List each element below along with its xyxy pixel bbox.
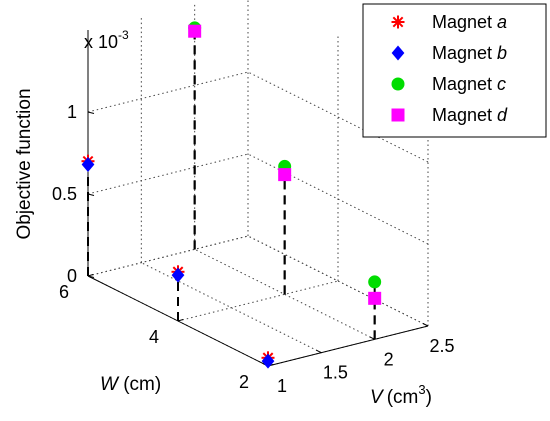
legend-marker-circle: [391, 77, 405, 91]
tick-labels: 1 1.5 2 2.5 2 4 60 0.5 1: [52, 102, 455, 396]
scale-label: x 10-3: [84, 28, 129, 52]
grid-line-backwall-z: [87, 153, 249, 195]
w-tick-label: 6: [59, 282, 69, 302]
legend-item: Magnet c: [391, 74, 506, 94]
legend-label: Magnet a: [432, 12, 507, 32]
grid-line-floor-v: [194, 248, 375, 340]
w-tick-label: 2: [239, 372, 249, 392]
z-axis-label: Objective function: [14, 88, 35, 239]
stems: [87, 27, 376, 366]
legend-label: Magnet c: [432, 74, 506, 94]
w-tick-label: 4: [149, 327, 159, 347]
grid-line-backwall-z: [87, 71, 249, 113]
marker-diamond: [171, 267, 185, 283]
grid-line-sidewall-z: [247, 71, 429, 163]
marker-square: [188, 24, 202, 38]
legend-item: Magnet b: [391, 43, 507, 63]
grid-line-sidewall-z: [247, 153, 429, 245]
w-axis-label: W (cm): [100, 374, 161, 395]
v-tick-label: 1.5: [323, 363, 348, 383]
grid-line-floor-w: [177, 280, 339, 322]
z-tick-label: 1: [67, 102, 77, 122]
markers: [81, 21, 382, 369]
legend-label: Magnet d: [432, 105, 508, 125]
v-axis-label: V (cm3): [370, 382, 432, 408]
marker-circle: [368, 275, 382, 289]
z-tick-mark: [87, 111, 95, 114]
legend-item: Magnet a: [391, 12, 507, 32]
v-tick-label: 1: [277, 376, 287, 396]
v-tick-mark: [316, 349, 322, 354]
v-tick-mark: [422, 323, 429, 327]
marker-square: [368, 291, 382, 305]
legend-marker-square: [391, 108, 405, 122]
grid-lines: [87, 0, 429, 367]
v-tick-label: 2.5: [429, 336, 454, 356]
grid-line-sidewall-z: [247, 235, 429, 327]
marker-square: [278, 168, 292, 182]
v-axis-line: [267, 325, 429, 367]
v-tick-label: 2: [384, 349, 394, 369]
legend-marker-asterisk: [391, 15, 405, 29]
z-tick-label: 0: [67, 266, 77, 286]
marker-diamond: [261, 353, 275, 369]
legend-label: Magnet b: [432, 43, 507, 63]
z-tick-label: 0.5: [52, 184, 77, 204]
grid-line-floor-v: [141, 262, 322, 354]
legend-marker-diamond: [391, 45, 405, 61]
z-tick-mark: [87, 275, 95, 278]
marker-diamond: [81, 156, 95, 172]
grid-line-backwall-z: [87, 235, 249, 277]
legend: Magnet a Magnet b Magnet c Magnet d: [362, 3, 547, 138]
legend-item: Magnet d: [391, 105, 508, 125]
